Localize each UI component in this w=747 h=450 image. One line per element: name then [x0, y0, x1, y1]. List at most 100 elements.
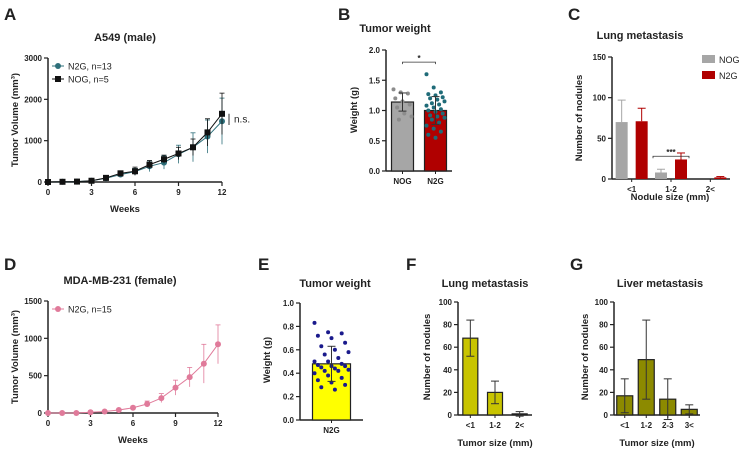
- y-tick-label: 0: [604, 411, 609, 420]
- y-tick-label: 50: [597, 134, 606, 143]
- data-point: [312, 320, 317, 325]
- data-point: [395, 105, 400, 110]
- data-point: [59, 178, 66, 185]
- x-tick-label: 2<: [706, 185, 715, 194]
- x-tick-label: N2G: [323, 426, 339, 435]
- x-axis-label: Nodule size (mm): [631, 192, 710, 203]
- panel-g: G Liver metastasis 0 20 40 60 80 100 Number of n…: [570, 255, 703, 449]
- data-point: [438, 107, 443, 112]
- x-axis-label: Weeks: [118, 435, 148, 446]
- y-tick-label: 1.0: [283, 299, 295, 308]
- x-axis-label: Weeks: [110, 204, 140, 215]
- x-tick-label: 9: [173, 419, 178, 428]
- y-tick-label: 2000: [24, 95, 42, 104]
- y-tick-label: 0.0: [369, 167, 381, 176]
- y-tick-label: 0: [448, 411, 453, 420]
- data-point: [428, 96, 433, 101]
- legend-marker: [55, 306, 61, 312]
- data-point: [161, 156, 167, 163]
- bar: [655, 172, 667, 179]
- series-line: [48, 344, 219, 414]
- data-point: [437, 120, 442, 125]
- data-point: [426, 108, 431, 113]
- data-point: [428, 113, 433, 118]
- data-point: [429, 117, 434, 122]
- data-point: [219, 110, 225, 117]
- y-tick-label: 0: [38, 409, 43, 418]
- panel-label: G: [570, 255, 583, 274]
- y-tick-label: 40: [443, 366, 452, 375]
- y-tick-label: 0.0: [283, 416, 295, 425]
- data-point: [396, 117, 401, 122]
- x-tick-label: 1-2: [489, 421, 501, 430]
- y-tick-label: 40: [599, 366, 608, 375]
- legend-label: NOG: [719, 55, 740, 65]
- series-1: [615, 99, 667, 179]
- y-tick-label: 60: [599, 343, 608, 352]
- panel-b: B Tumor weight 0.0 0.5 1.0 1.5 2.0 Weight (g) NO…: [338, 5, 452, 186]
- chart-title: MDA-MB-231 (female): [63, 275, 176, 287]
- panel-f: F Lung metastasis 0 20 40 60 80 100 Number of no…: [406, 255, 533, 449]
- y-axis-label: Number of nodules: [422, 314, 433, 401]
- x-tick-label: 3: [88, 419, 93, 428]
- x-tick-label: 3: [89, 188, 94, 197]
- legend-label: NOG, n=5: [68, 75, 109, 85]
- data-point: [319, 385, 324, 390]
- data-point: [204, 129, 211, 136]
- bar-group: [616, 378, 634, 416]
- chart-title: Tumor weight: [359, 23, 431, 35]
- significance-label: ***: [666, 148, 676, 157]
- x-tick-label: <1: [627, 185, 637, 194]
- data-point: [438, 90, 443, 95]
- data-point: [73, 410, 80, 416]
- data-point: [442, 99, 447, 104]
- x-tick-label: 12: [218, 188, 227, 197]
- data-point: [130, 404, 136, 411]
- y-tick-label: 100: [439, 298, 453, 307]
- legend-label: N2G, n=15: [68, 305, 112, 315]
- data-point: [45, 179, 51, 185]
- data-point: [45, 410, 51, 416]
- y-axis-label: Tumor Volume (mm³): [10, 310, 21, 404]
- data-point: [88, 177, 95, 184]
- legend-marker: [55, 76, 61, 82]
- data-point: [409, 114, 414, 119]
- bar: [390, 101, 415, 172]
- y-tick-label: 100: [593, 94, 607, 103]
- legend-marker: [55, 63, 61, 69]
- x-tick-label: 12: [214, 419, 223, 428]
- y-tick-label: 1000: [24, 334, 42, 343]
- data-point: [433, 135, 438, 140]
- data-point: [312, 359, 317, 364]
- significance-label: n.s.: [234, 115, 250, 126]
- legend-label: N2G, n=13: [68, 62, 112, 72]
- chart-title: Lung metastasis: [597, 30, 684, 42]
- panel-e: E Tumor weight 0.0 0.2 0.4 0.6 0.8 1.0 Weight (g…: [258, 255, 371, 435]
- y-tick-label: 0: [602, 175, 607, 184]
- data-point: [315, 378, 320, 383]
- data-point: [402, 111, 407, 116]
- data-point: [424, 72, 429, 77]
- y-tick-label: 2.0: [369, 46, 381, 55]
- data-point: [336, 368, 341, 373]
- data-point: [146, 161, 153, 168]
- x-tick-label: 0: [46, 419, 51, 428]
- significance-bracket: [652, 155, 690, 159]
- data-point: [424, 103, 429, 108]
- data-point: [343, 340, 348, 345]
- x-tick-label: <1: [620, 421, 630, 430]
- series-2: [635, 107, 727, 179]
- data-point: [329, 336, 334, 341]
- data-point: [132, 168, 138, 175]
- data-point: [117, 170, 124, 177]
- data-point: [431, 126, 436, 131]
- y-axis-label: Weight (g): [349, 87, 360, 133]
- y-axis-label: Number of nodules: [574, 75, 585, 162]
- y-tick-label: 3000: [24, 54, 42, 63]
- y-tick-label: 80: [599, 321, 608, 330]
- data-point: [172, 384, 179, 391]
- y-axis-label: Number of nodules: [580, 314, 591, 401]
- data-point: [322, 368, 327, 373]
